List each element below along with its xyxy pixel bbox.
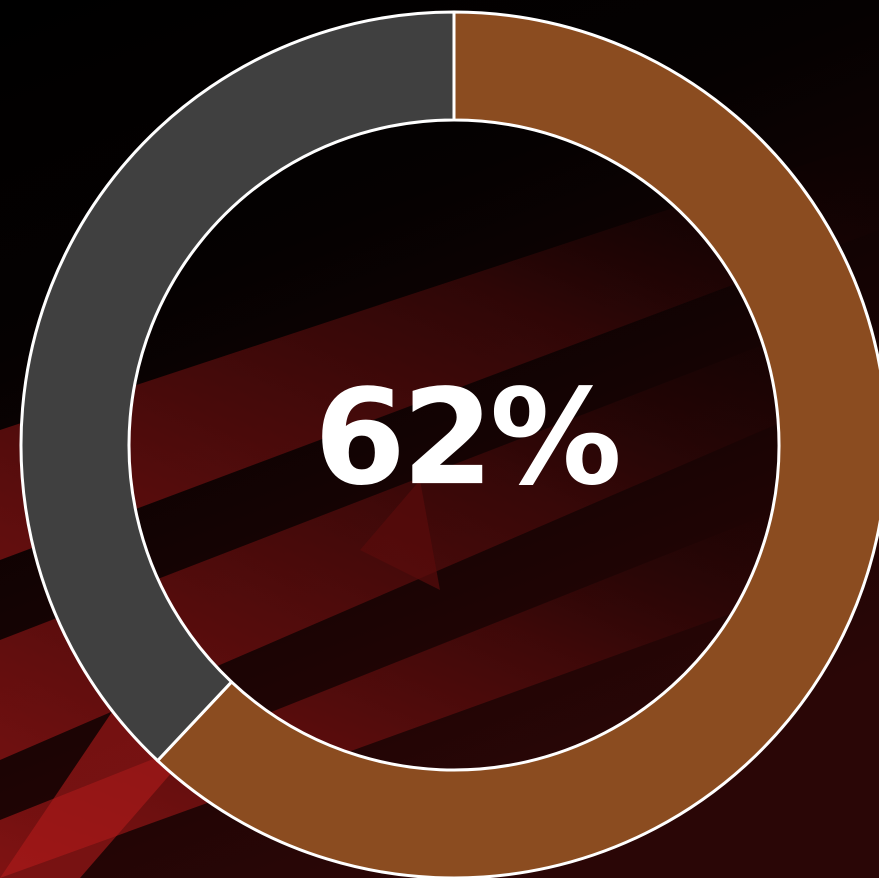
donut-segment bbox=[19, 10, 456, 763]
donut bbox=[19, 10, 879, 878]
center-label: 62% bbox=[314, 361, 619, 515]
donut-segment bbox=[156, 10, 879, 878]
